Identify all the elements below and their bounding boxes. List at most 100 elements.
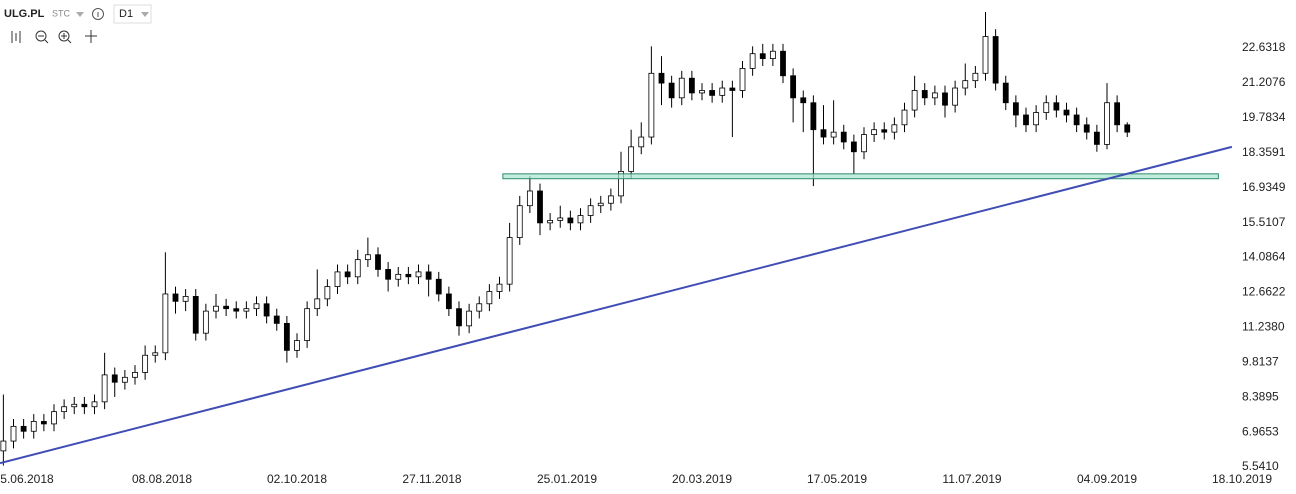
- candle-body: [1012, 102, 1019, 116]
- candle-body: [688, 77, 695, 94]
- candle-body: [952, 87, 959, 106]
- candle-body: [749, 53, 756, 69]
- candle-body: [435, 278, 442, 295]
- candle-body: [597, 202, 604, 207]
- candle-body: [1104, 102, 1110, 145]
- zoom-in-icon[interactable]: [58, 30, 70, 42]
- candle-body: [769, 50, 776, 59]
- chart-type-icon[interactable]: [11, 31, 21, 43]
- candle-body: [516, 205, 523, 238]
- candle-body: [233, 308, 240, 312]
- candle-body: [780, 50, 786, 77]
- x-tick-label: 25.01.2019: [537, 472, 597, 486]
- y-tick-label: 15.5107: [1242, 215, 1286, 229]
- candle-body: [182, 296, 189, 302]
- candle-body: [557, 217, 564, 221]
- candle-body: [263, 303, 270, 317]
- dropdown-arrow[interactable]: [76, 12, 84, 17]
- candle-body: [202, 310, 209, 334]
- zoom-out-icon[interactable]: [35, 30, 47, 42]
- candle-body: [486, 291, 493, 305]
- dropdown-arrow[interactable]: [141, 12, 149, 17]
- candle-body: [132, 372, 138, 378]
- candle-body: [942, 92, 948, 106]
- candle-body: [871, 129, 878, 136]
- x-tick-label: 02.10.2018: [267, 472, 327, 486]
- candle-body: [111, 374, 118, 383]
- candle-body: [962, 80, 969, 89]
- y-tick-label: 22.6318: [1242, 40, 1286, 54]
- candle-body: [405, 273, 412, 278]
- x-tick-label: 18.10.2019: [1212, 472, 1272, 486]
- candle-body: [1063, 109, 1070, 116]
- candle-body: [101, 374, 108, 403]
- candle-body: [699, 90, 705, 94]
- candle-body: [20, 425, 27, 432]
- candle-body: [881, 129, 888, 133]
- candle-body: [678, 77, 685, 99]
- x-tick-label: 27.11.2018: [402, 472, 461, 486]
- candle-body: [709, 90, 716, 96]
- candle-body: [375, 254, 381, 270]
- candle-body: [800, 97, 807, 104]
- candle-body: [213, 305, 219, 312]
- candle-body: [324, 286, 331, 300]
- candle-body: [648, 72, 655, 138]
- y-tick-label: 14.0864: [1242, 250, 1286, 264]
- candle-body: [354, 259, 361, 278]
- candle-body: [628, 146, 635, 172]
- x-tick-label: 08.08.2018: [132, 472, 192, 486]
- candle-body: [1033, 112, 1040, 126]
- info-icon[interactable]: [92, 8, 104, 20]
- move-icon[interactable]: [85, 30, 97, 43]
- candle-body: [567, 217, 574, 224]
- candle-body: [931, 92, 938, 99]
- candle-body: [253, 303, 260, 310]
- candle-body: [243, 308, 250, 312]
- candle-body: [283, 322, 290, 351]
- candle-body: [121, 376, 128, 383]
- candle-body: [445, 293, 452, 310]
- y-tick-label: 9.8137: [1242, 354, 1279, 368]
- support-zone: [502, 173, 1219, 180]
- candle-body: [921, 90, 928, 99]
- y-tick-label: 5.5410: [1242, 459, 1279, 473]
- symbol[interactable]: ULG.PL: [4, 8, 45, 20]
- candle-body: [344, 271, 351, 278]
- candle-body: [0, 440, 7, 452]
- candle-body: [61, 406, 68, 413]
- candle-body: [607, 195, 614, 204]
- y-tick-label: 16.9349: [1242, 180, 1286, 194]
- y-tick-label: 6.9653: [1242, 424, 1279, 438]
- candle-body: [972, 72, 979, 82]
- x-tick-label: 04.09.2019: [1077, 472, 1137, 486]
- candle-body: [1124, 124, 1131, 133]
- interval-select[interactable]: [113, 4, 152, 24]
- candle-body: [152, 352, 159, 356]
- candle-body: [526, 190, 533, 207]
- candle-body: [142, 354, 149, 373]
- candle-body: [415, 271, 422, 278]
- candle-body: [840, 131, 847, 143]
- candle-body: [1043, 102, 1050, 113]
- candle-body: [1073, 114, 1080, 126]
- candle-body: [739, 68, 746, 91]
- candle-body: [810, 102, 817, 131]
- candle-body: [830, 131, 837, 138]
- candle-body: [223, 305, 230, 310]
- candle-body: [192, 296, 199, 334]
- group[interactable]: STC: [52, 8, 71, 18]
- candle-body: [425, 271, 432, 280]
- candle-body: [385, 269, 392, 280]
- candle-body: [618, 170, 624, 197]
- candle-body: [759, 53, 766, 59]
- candle-body: [364, 254, 371, 261]
- y-tick-label: 11.2380: [1242, 320, 1285, 334]
- candle-body: [587, 205, 594, 216]
- candle-body: [547, 220, 554, 224]
- candle-body: [577, 215, 584, 224]
- interval[interactable]: D1: [119, 8, 133, 20]
- candle-body: [1002, 82, 1009, 104]
